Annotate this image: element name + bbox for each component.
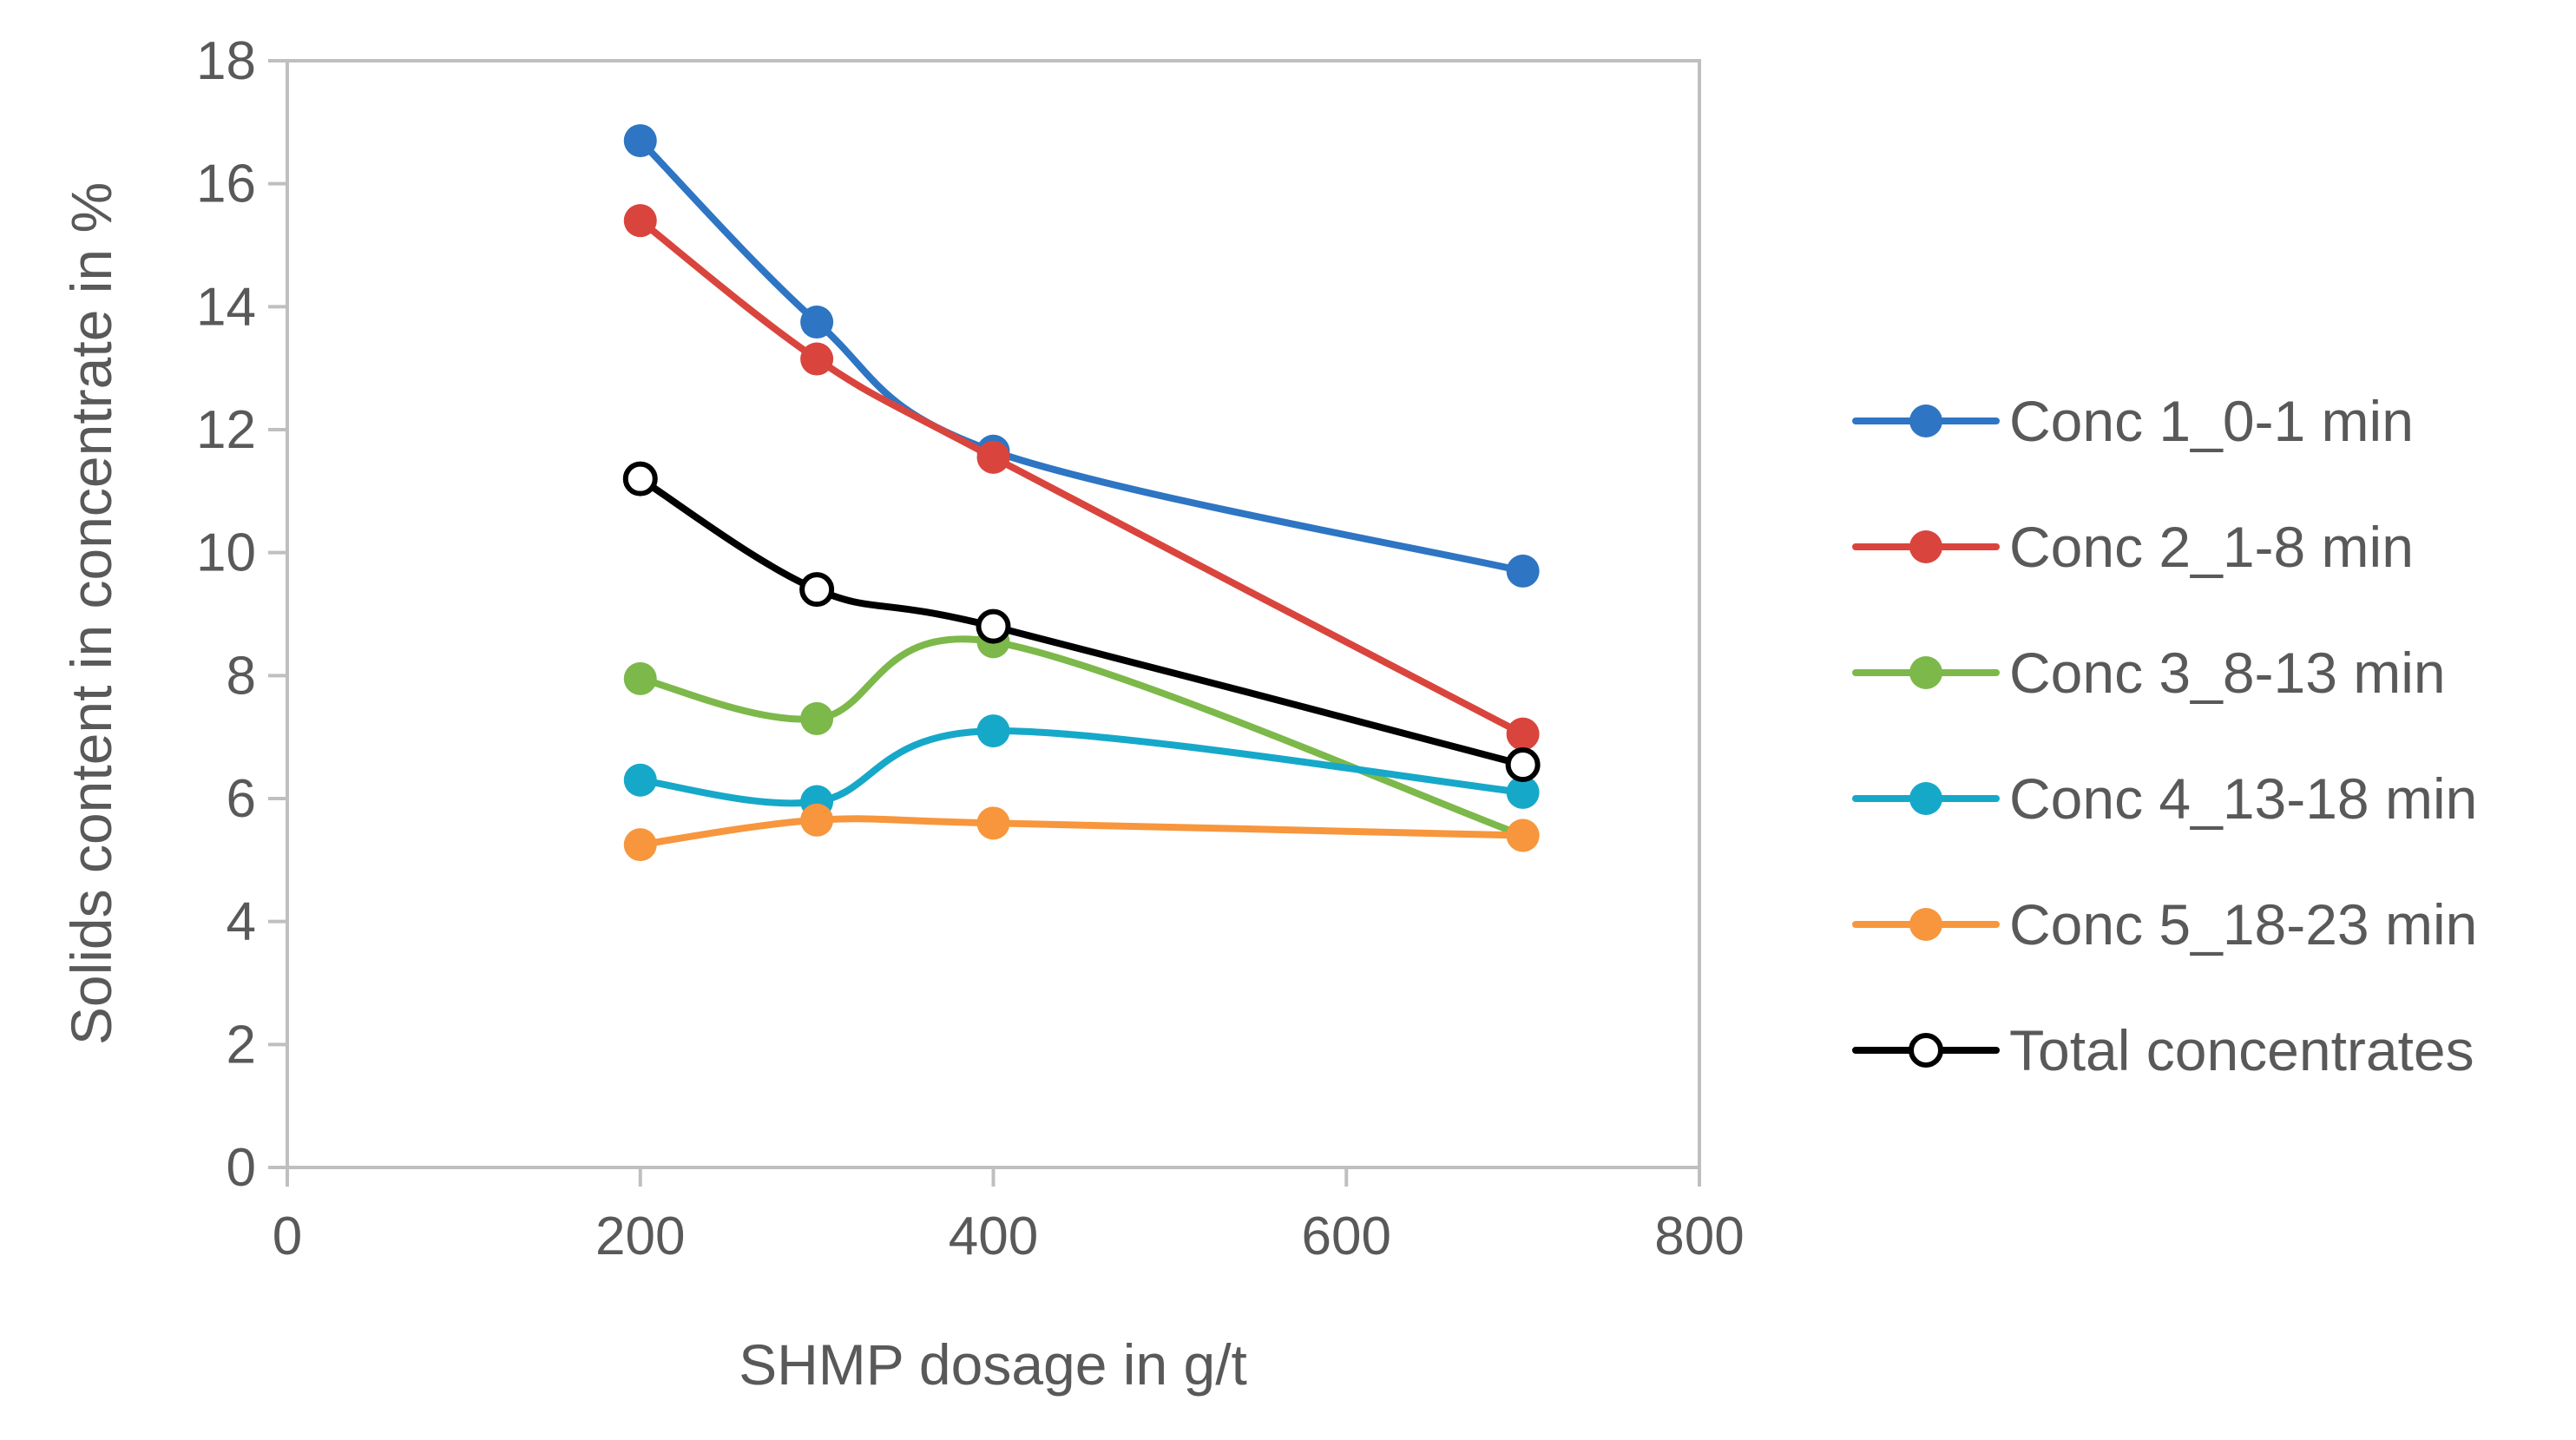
x-tick-label: 200 bbox=[595, 1207, 685, 1266]
series-2 bbox=[623, 204, 1540, 751]
data-point bbox=[799, 572, 835, 608]
legend-item: Total concentrates bbox=[1852, 1018, 2474, 1082]
series-layer bbox=[622, 124, 1541, 862]
data-point bbox=[1506, 554, 1540, 588]
legend-label: Conc 2_1-8 min bbox=[2009, 515, 2414, 579]
legend-label: Conc 5_18-23 min bbox=[2009, 892, 2477, 957]
data-point bbox=[1506, 775, 1540, 809]
legend-label: Conc 3_8-13 min bbox=[2009, 641, 2446, 705]
series-line bbox=[636, 815, 1527, 849]
data-point bbox=[1506, 717, 1540, 751]
data-point bbox=[623, 828, 657, 862]
y-axis-ticks: 0 2 4 6 8 10 12 14 16 18 bbox=[196, 31, 287, 1198]
data-point bbox=[622, 461, 658, 496]
legend-marker bbox=[1909, 530, 1942, 563]
y-tick-label: 4 bbox=[227, 892, 256, 952]
x-axis-ticks: 0 200 400 600 800 bbox=[273, 1167, 1745, 1266]
y-axis-title: Solids content in concentrate in % bbox=[59, 182, 123, 1045]
series-4 bbox=[623, 714, 1540, 819]
legend: Conc 1_0-1 min Conc 2_1-8 min Conc 3_8-13 … bbox=[1852, 389, 2477, 1082]
data-point bbox=[976, 714, 1010, 748]
data-point bbox=[976, 440, 1010, 474]
data-point bbox=[623, 124, 657, 158]
x-tick-label: 800 bbox=[1654, 1207, 1744, 1266]
legend-item: Conc 5_18-23 min bbox=[1852, 892, 2477, 957]
y-tick-label: 16 bbox=[196, 155, 256, 214]
x-axis-title: SHMP dosage in g/t bbox=[739, 1332, 1247, 1397]
legend-item: Conc 1_0-1 min bbox=[1852, 389, 2414, 453]
data-point bbox=[800, 701, 834, 735]
data-point bbox=[976, 806, 1010, 840]
series-line bbox=[636, 475, 1527, 768]
legend-marker bbox=[1909, 656, 1942, 689]
legend-item: Conc 3_8-13 min bbox=[1852, 641, 2446, 705]
legend-marker bbox=[1909, 1033, 1943, 1068]
legend-marker bbox=[1909, 404, 1942, 437]
data-point bbox=[800, 803, 834, 837]
data-point bbox=[976, 608, 1011, 644]
data-point bbox=[1506, 819, 1540, 852]
y-tick-label: 8 bbox=[227, 646, 256, 706]
y-tick-label: 10 bbox=[196, 523, 256, 583]
data-point bbox=[800, 342, 834, 376]
legend-item: Conc 2_1-8 min bbox=[1852, 515, 2414, 579]
data-point bbox=[623, 763, 657, 797]
legend-label: Conc 4_13-18 min bbox=[2009, 766, 2477, 831]
x-tick-label: 0 bbox=[273, 1207, 302, 1266]
y-tick-label: 2 bbox=[227, 1015, 256, 1075]
legend-item: Conc 4_13-18 min bbox=[1852, 766, 2477, 831]
data-point bbox=[800, 306, 834, 339]
series-5 bbox=[623, 803, 1540, 862]
series-line bbox=[636, 217, 1527, 738]
x-tick-label: 400 bbox=[949, 1207, 1038, 1266]
legend-marker bbox=[1909, 782, 1942, 815]
legend-marker bbox=[1909, 908, 1942, 941]
y-tick-label: 14 bbox=[196, 277, 256, 337]
y-tick-label: 6 bbox=[227, 769, 256, 829]
data-point bbox=[623, 204, 657, 238]
legend-label: Total concentrates bbox=[2009, 1018, 2474, 1082]
legend-label: Conc 1_0-1 min bbox=[2009, 389, 2414, 453]
y-tick-label: 18 bbox=[196, 31, 256, 91]
series-6 bbox=[622, 461, 1541, 783]
series-line bbox=[636, 727, 1527, 807]
data-point bbox=[623, 661, 657, 695]
x-tick-label: 600 bbox=[1302, 1207, 1391, 1266]
data-point bbox=[1505, 747, 1541, 783]
y-tick-label: 12 bbox=[196, 400, 256, 460]
y-tick-label: 0 bbox=[227, 1138, 256, 1198]
